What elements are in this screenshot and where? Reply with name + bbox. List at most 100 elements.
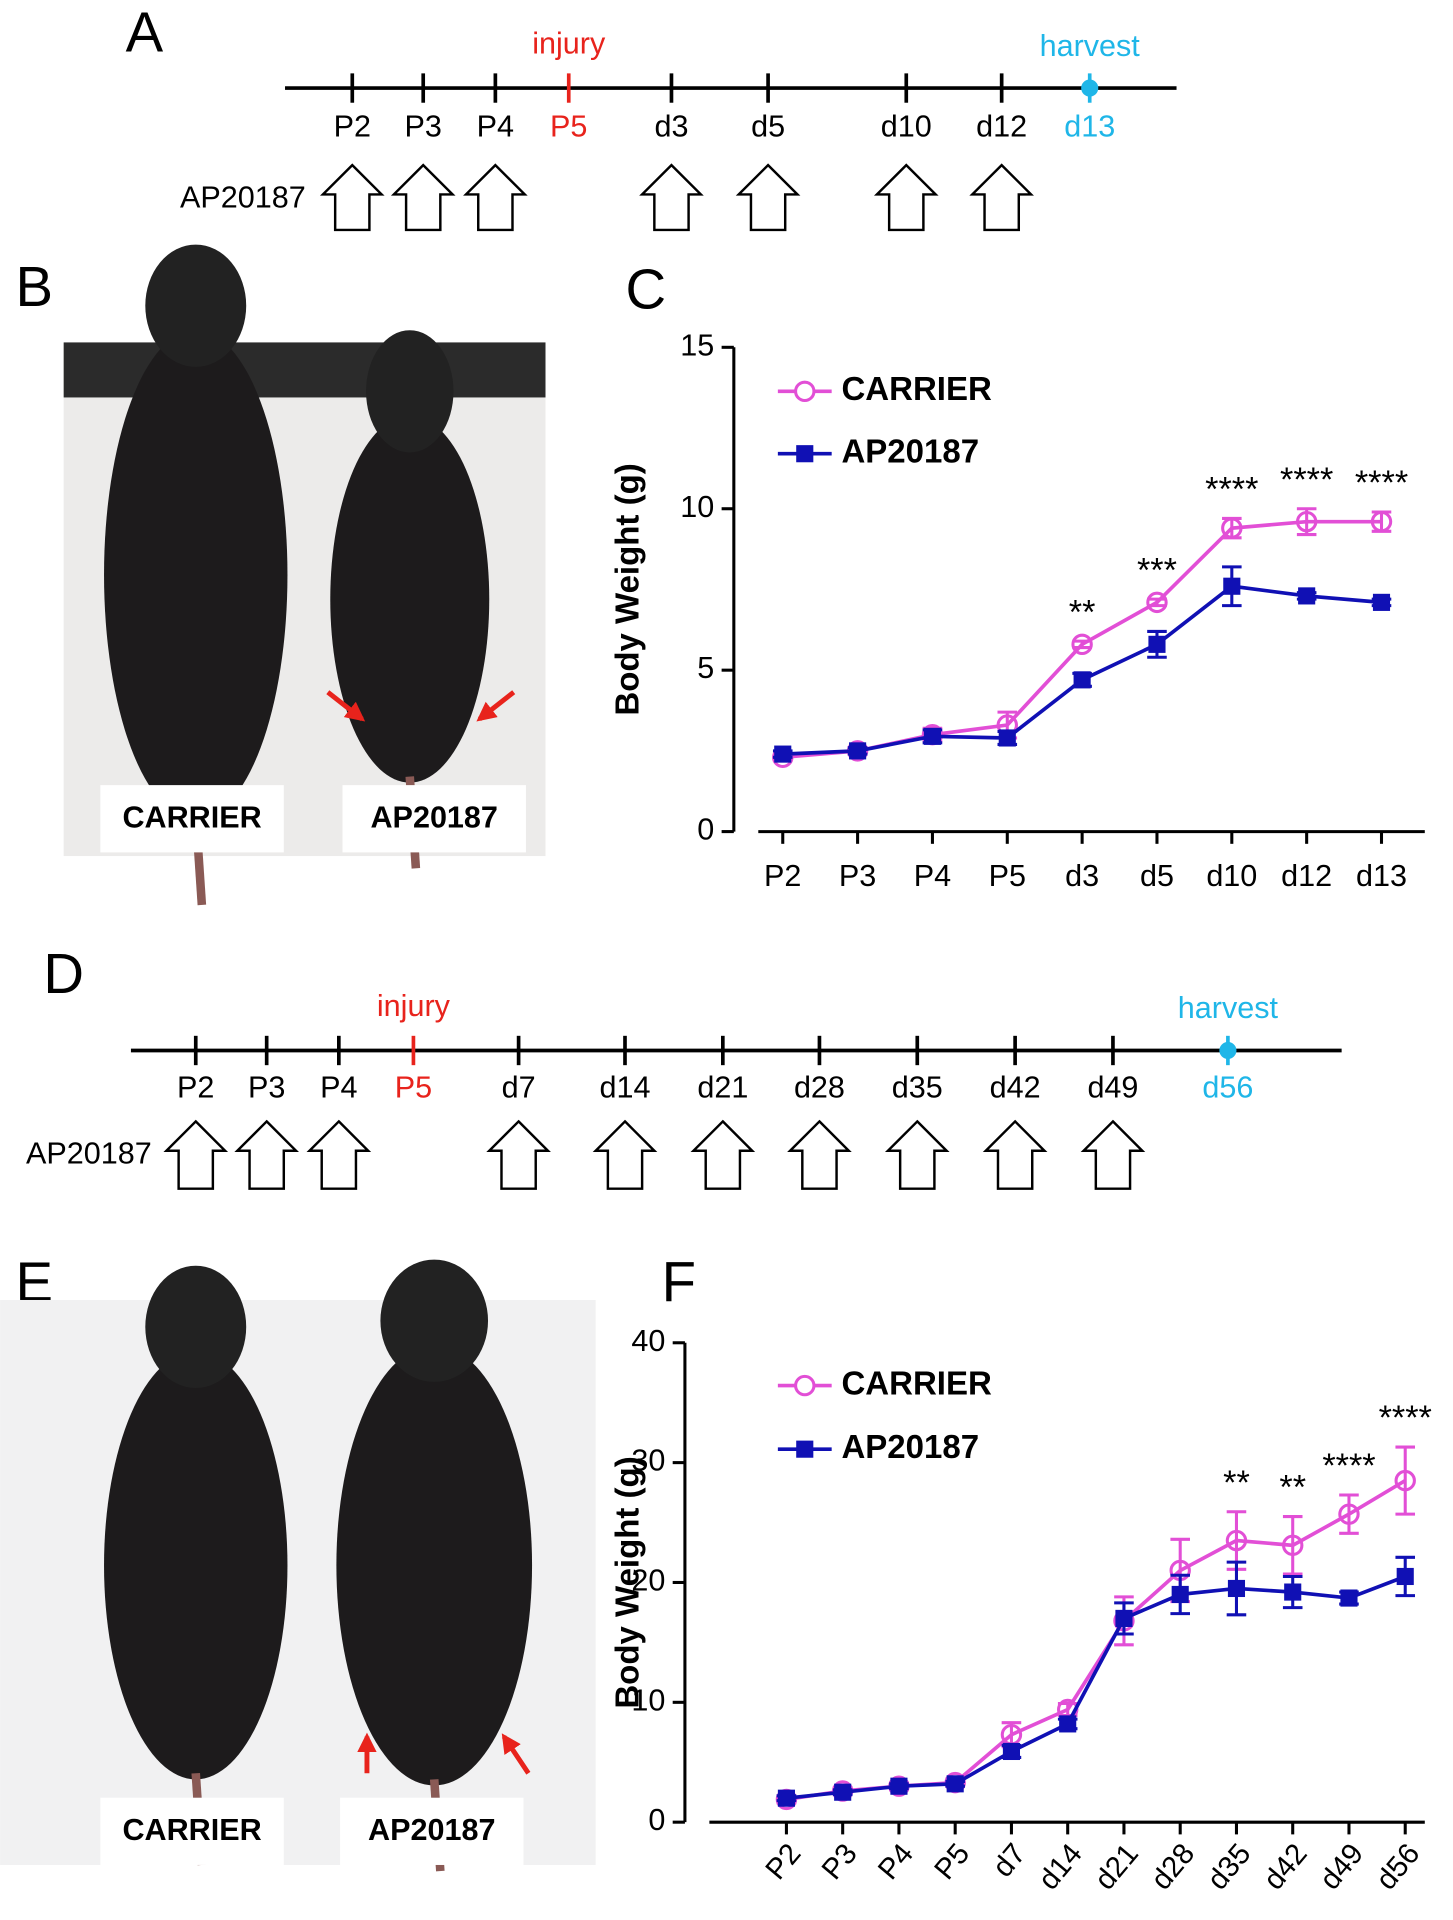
significance-label: **** [1205, 471, 1258, 509]
data-point [1370, 510, 1393, 533]
data-point [1372, 593, 1391, 611]
timeline-label: d21 [697, 1071, 748, 1105]
data-point [1071, 633, 1093, 656]
timeline-label: P2 [334, 109, 371, 143]
x-tick-label: P2 [764, 859, 801, 893]
timeline-label: d12 [976, 109, 1027, 143]
y-tick-label: 15 [680, 328, 714, 362]
timeline-label: d10 [881, 109, 932, 143]
data-point [777, 1789, 795, 1807]
timeline-label: P4 [320, 1071, 357, 1105]
x-tick-label: d28 [1145, 1837, 1202, 1896]
dose-arrow [234, 1119, 299, 1190]
dose-arrow [319, 163, 385, 232]
dose-arrow [1080, 1119, 1146, 1190]
data-point [1338, 1503, 1360, 1525]
x-tick-label: d56 [1370, 1837, 1427, 1896]
y-axis-title: Body Weight (g) [609, 463, 646, 715]
timeline-label: P5 [550, 109, 587, 143]
dose-arrow [639, 163, 704, 232]
y-tick-label: 10 [631, 1683, 665, 1717]
x-tick-label: P4 [914, 859, 951, 893]
legend-marker [794, 380, 816, 403]
timeline-label: P5 [395, 1071, 432, 1105]
data-point [834, 1783, 852, 1801]
data-point [1295, 510, 1318, 533]
timeline-label: d7 [502, 1071, 536, 1105]
panel-letter: F [662, 1250, 696, 1313]
photo-label-box [340, 1797, 524, 1865]
y-tick-label: 0 [648, 1803, 665, 1837]
injury-label: injury [532, 26, 606, 60]
timeline-label: d5 [751, 109, 785, 143]
legend-label: AP20187 [841, 432, 979, 469]
x-tick-label: d13 [1356, 859, 1407, 893]
photo-label: AP20187 [370, 800, 497, 834]
timeline-label: P4 [477, 109, 514, 143]
panel-letter: B [16, 255, 54, 318]
series-line [782, 519, 1382, 760]
timeline-label: P3 [405, 109, 442, 143]
significance-label: **** [1379, 1399, 1432, 1437]
y-axis-title: Body Weight (g) [609, 1456, 646, 1708]
data-point [1284, 1583, 1302, 1601]
y-tick-label: 0 [697, 813, 714, 847]
red-arrow [501, 1733, 531, 1775]
mouse-body [336, 1345, 533, 1786]
legend-label: CARRIER [841, 1364, 992, 1401]
x-tick-label: d14 [1032, 1837, 1089, 1896]
data-point [849, 742, 867, 760]
mouse-head [380, 1259, 489, 1382]
timeline-label: P3 [248, 1071, 285, 1105]
timeline-label: d56 [1202, 1071, 1253, 1105]
x-tick-label: P5 [989, 859, 1026, 893]
mouse-head [145, 244, 247, 367]
significance-label: **** [1280, 461, 1333, 499]
timeline-label: d49 [1087, 1071, 1138, 1105]
significance-label: ** [1069, 593, 1096, 631]
data-point [998, 729, 1016, 747]
timeline-label: d42 [990, 1071, 1041, 1105]
dose-arrow [873, 163, 939, 232]
dose-arrow [690, 1119, 756, 1190]
x-tick-label: P4 [872, 1837, 920, 1886]
mouse-head [145, 1265, 247, 1389]
timeline-label: d28 [794, 1071, 845, 1105]
panel-letter: D [43, 942, 84, 1005]
series-line [786, 1574, 1406, 1801]
error-bar [1072, 639, 1092, 650]
data-point [1394, 1469, 1416, 1492]
dose-arrow [306, 1119, 372, 1190]
series-line [786, 1479, 1407, 1802]
data-point [923, 727, 942, 745]
data-point [1227, 1579, 1246, 1598]
dose-arrow [463, 163, 528, 232]
error-bar [1339, 1493, 1359, 1535]
photo-backdrop [63, 342, 546, 398]
photo-label: AP20187 [368, 1813, 495, 1847]
data-point [1221, 517, 1243, 539]
dose-arrow [163, 1119, 229, 1190]
data-point [1340, 1589, 1358, 1607]
data-point [1171, 1585, 1189, 1604]
photo-label-box [100, 1797, 284, 1865]
legend-marker [796, 1440, 814, 1458]
data-point [890, 1777, 908, 1795]
data-point [1223, 577, 1241, 595]
x-tick-label: d10 [1206, 859, 1257, 893]
panel-letter: C [625, 257, 666, 320]
x-tick-label: P5 [928, 1837, 976, 1886]
x-tick-label: P3 [839, 859, 876, 893]
timeline-label: d35 [892, 1071, 943, 1105]
data-point [1282, 1534, 1304, 1557]
significance-label: **** [1355, 464, 1408, 502]
red-arrow [476, 690, 516, 722]
dose-arrow [486, 1119, 551, 1190]
dose-arrow [982, 1119, 1048, 1190]
data-point [1073, 671, 1091, 689]
data-point [1115, 1609, 1133, 1627]
x-tick-label: P3 [815, 1837, 863, 1886]
injury-label: injury [377, 989, 451, 1023]
